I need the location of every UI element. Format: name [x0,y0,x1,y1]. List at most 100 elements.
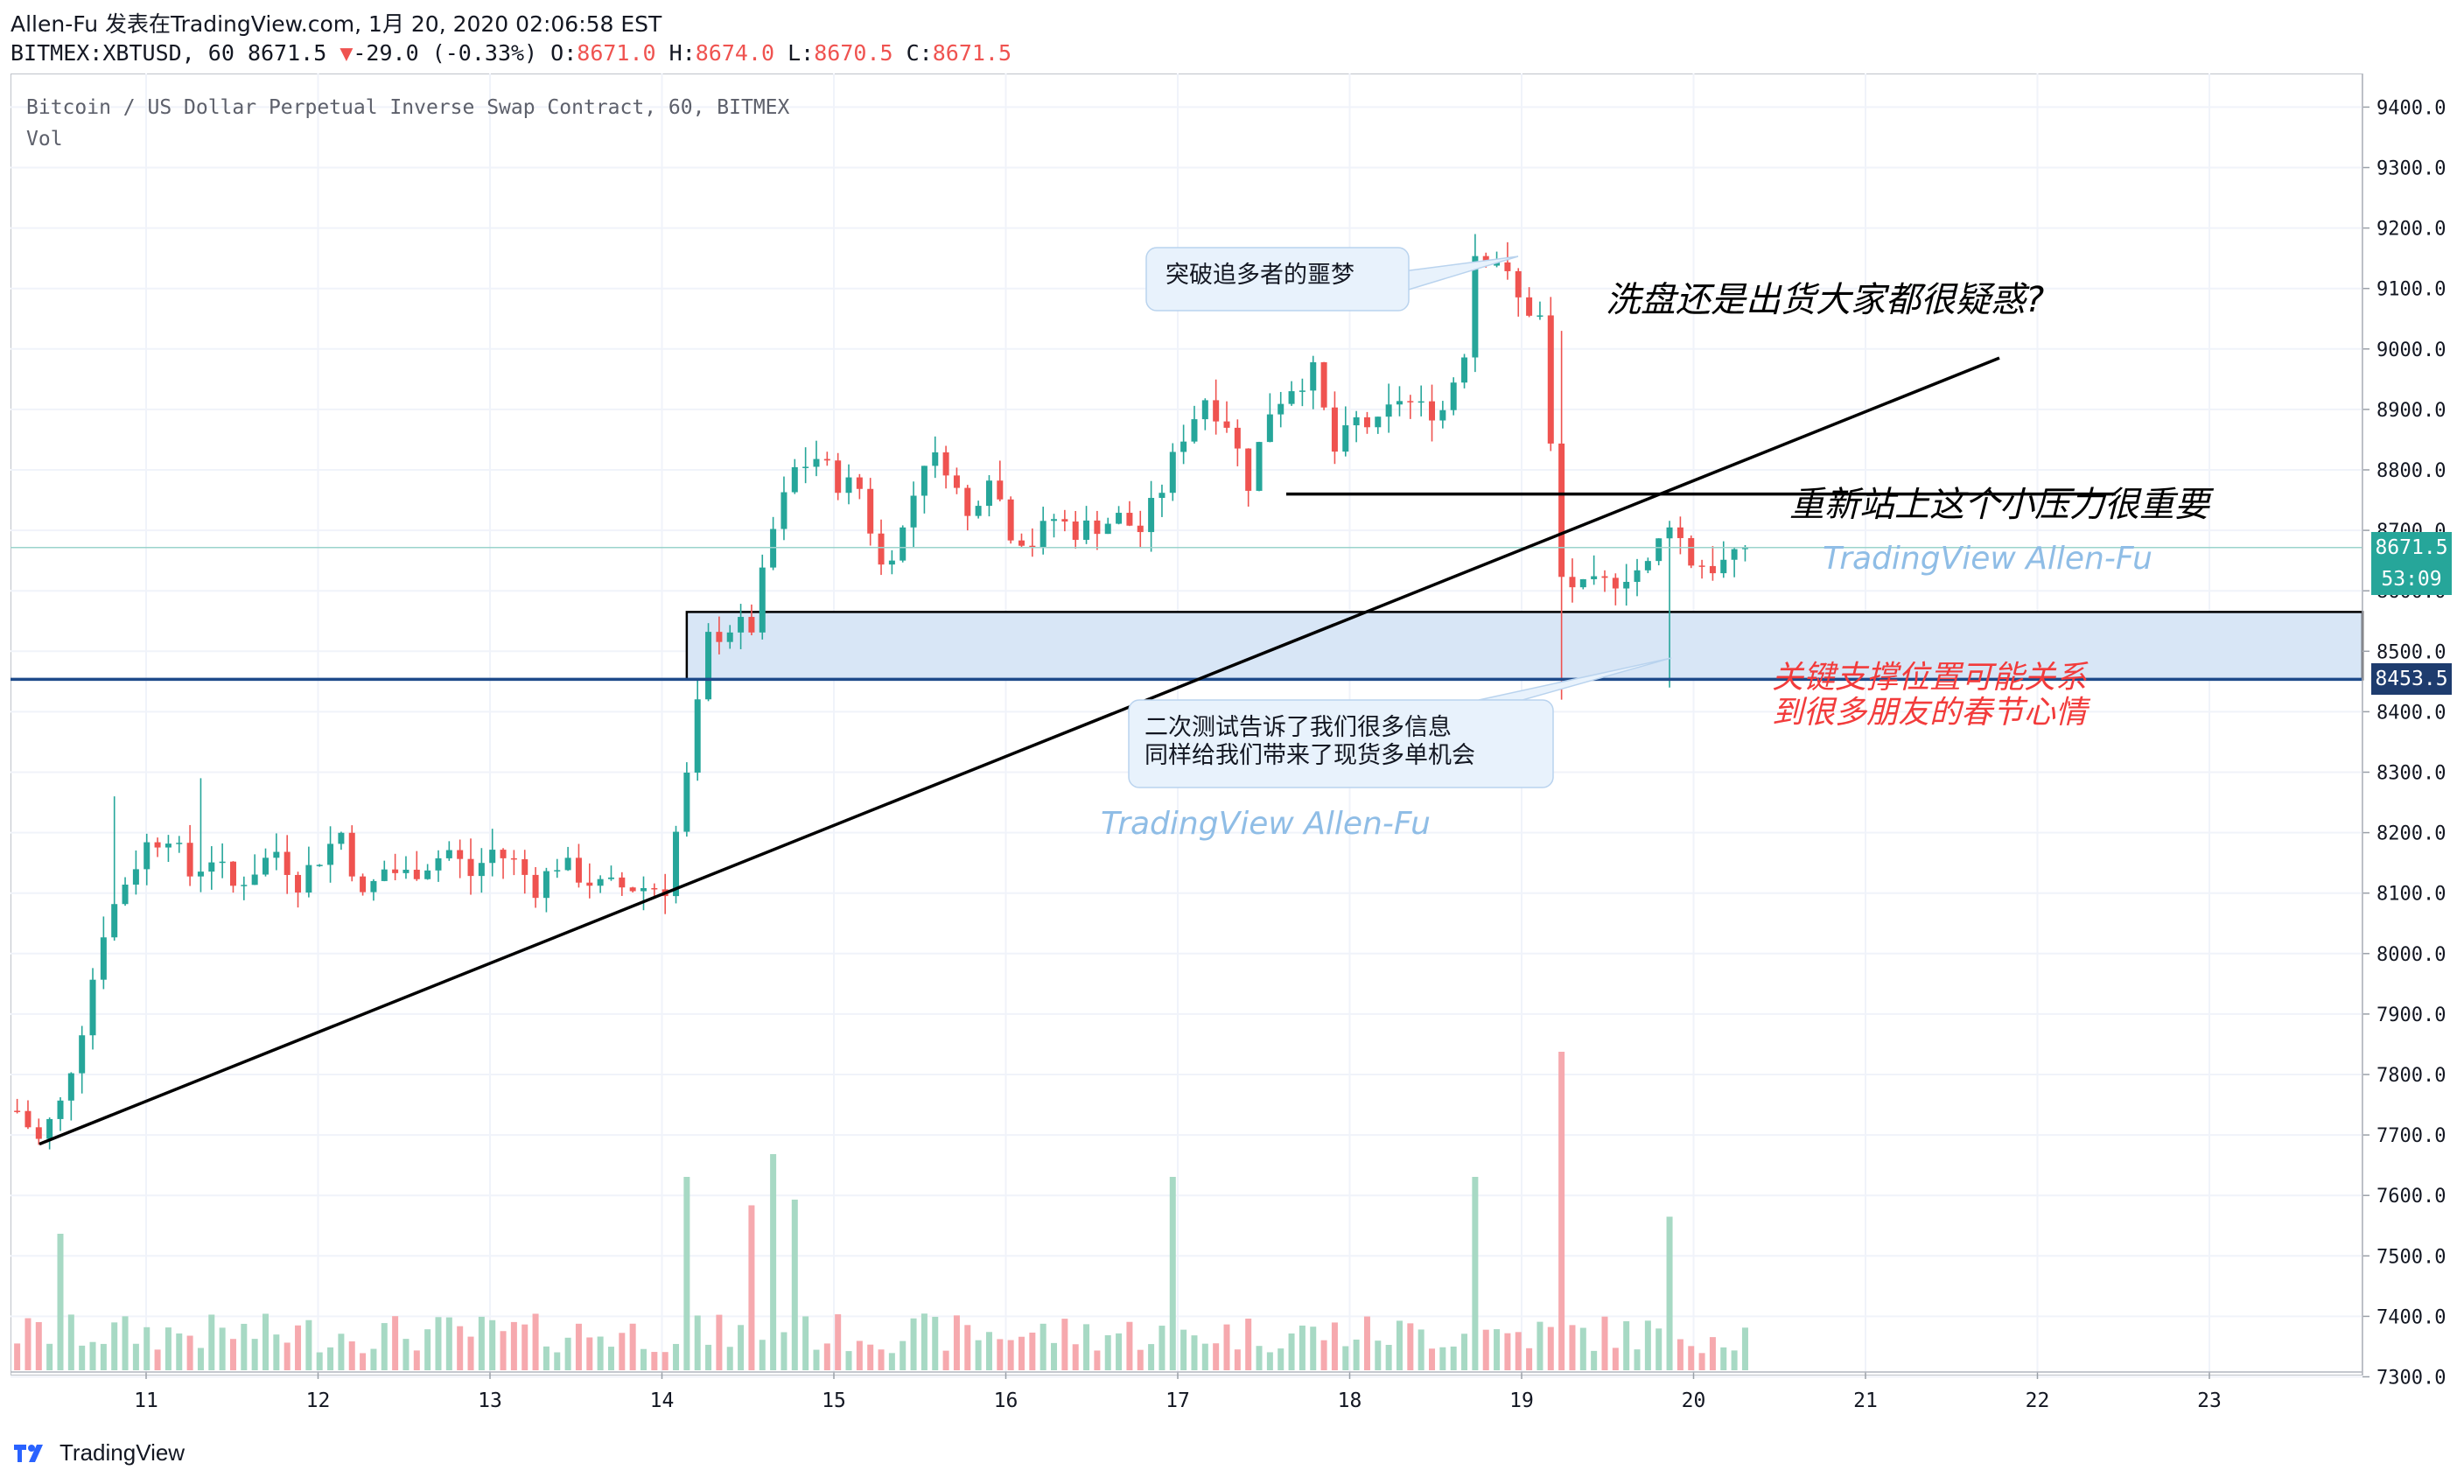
candle-body [1061,519,1068,522]
symbol-label[interactable]: BITMEX:XBTUSD, 60 [10,40,234,66]
candle-body [57,1100,64,1119]
retest-callout [1128,699,1554,788]
volume-bar [522,1324,528,1370]
candle-body [316,864,323,866]
candle-body [100,937,107,980]
volume-bar [57,1234,64,1370]
support-annotation: 到很多朋友的春节心情 [1772,695,2091,731]
footer: TradingView [12,1435,185,1470]
candle-body [251,874,258,886]
volume-bar [1418,1329,1424,1370]
volume-bar [920,1313,928,1370]
candle-body [1148,498,1155,533]
candle-body [1450,382,1457,410]
volume-bar [1191,1335,1198,1370]
volume-bar [1298,1325,1306,1370]
candle-body [1375,416,1382,428]
volume-bar [1104,1335,1111,1370]
candle-body [1051,519,1058,522]
volume-bar [878,1349,885,1370]
candle-body [46,1118,53,1139]
tradingview-logo-icon[interactable] [12,1441,51,1464]
candle-body [1676,527,1684,538]
volume-bar [1634,1349,1641,1370]
volume-bar [132,1343,139,1370]
price-tick-label: 8300.0 [2376,763,2446,785]
candle-body [1363,416,1370,428]
candle-body [738,617,745,633]
volume-bar [1320,1340,1327,1370]
volume-bar [1676,1339,1684,1370]
candle-body [1278,403,1284,415]
candle-body [1526,297,1533,316]
candle-body [457,850,464,859]
volume-bar [1558,1052,1565,1370]
candle-body [759,567,766,633]
volume-bar [1644,1320,1651,1370]
volume-bar [607,1347,614,1370]
candle-body [964,487,971,516]
candle-body [445,850,452,858]
candle-body [1213,400,1220,422]
volume-bar [1656,1328,1662,1370]
time-tick-label: 18 [1338,1390,1362,1412]
volume-bar [219,1327,226,1370]
watermark-text: TradingView Allen-Fu [1823,541,2152,577]
price-tick-label: 7400.0 [2376,1306,2446,1328]
candle-body [489,850,496,864]
low-value: 8670.5 [814,40,893,66]
volume-bar [1591,1350,1598,1370]
candle-body [1461,357,1468,383]
volume-bar [457,1326,464,1370]
retest-callout-text: 二次测试告诉了我们很多信息 [1144,714,1452,741]
tradingview-brand[interactable]: TradingView [60,1438,186,1466]
candle-body [532,874,539,899]
volume-bar [381,1323,388,1370]
chart-title: Bitcoin / US Dollar Perpetual Inverse Sw… [26,96,790,119]
volume-bar [597,1336,604,1370]
volume-bar [14,1343,21,1370]
candle-body [1104,523,1111,535]
candle-body [1083,520,1090,540]
volume-bar [1137,1349,1144,1370]
volume-bar [1547,1326,1554,1370]
volume-bar [100,1343,107,1370]
candle-body [1072,522,1079,540]
volume-bar [662,1352,668,1370]
candle-body [1418,401,1424,403]
volume-layer [14,1052,1748,1370]
candle-body [1407,401,1414,402]
price-change: -29.0 (-0.33%) [353,40,538,66]
candle-body [716,632,723,642]
candle-body [24,1110,32,1128]
candle-body [1234,427,1241,449]
candle-body [176,843,183,844]
candle-body [360,876,367,892]
candle-body [888,560,895,565]
volume-bar [1472,1177,1479,1370]
volume-bar [1439,1347,1446,1370]
volume-bar [997,1339,1004,1370]
candle-body [985,480,992,507]
change-arrow-icon: ▼ [340,40,354,66]
volume-bar [1688,1346,1695,1370]
candle-body [1298,390,1306,392]
volume-bar [24,1318,32,1370]
price-tick-label: 8100.0 [2376,884,2446,906]
volume-bar [1666,1216,1673,1370]
candle-body [229,861,236,886]
time-tick-label: 22 [2026,1390,2050,1412]
volume-bar [229,1339,236,1370]
volume-bar [1461,1334,1468,1370]
close-value: 8671.5 [932,40,1012,66]
volume-bar [413,1350,420,1370]
candle-body [607,877,614,879]
candle-body [1396,401,1403,405]
time-tick-label: 13 [478,1390,502,1412]
volume-bar [489,1320,496,1370]
publish-info: Allen-Fu 发表在TradingView.com, 1月 20, 2020… [10,11,662,37]
volume-bar [1266,1352,1273,1370]
candle-body [1310,362,1317,391]
price-tick-label: 9400.0 [2376,97,2446,119]
